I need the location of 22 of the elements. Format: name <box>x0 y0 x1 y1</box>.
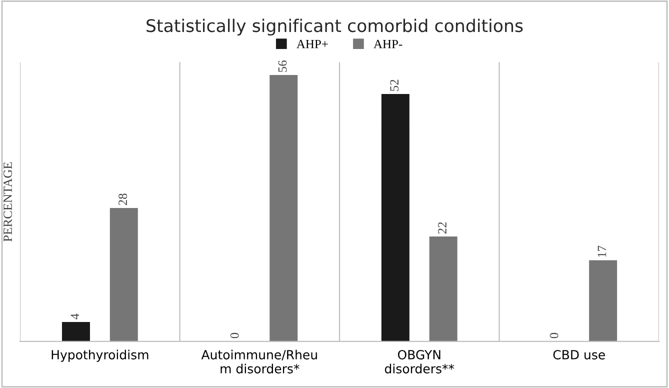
data-label: 28 <box>118 194 128 206</box>
x-tick-label: Autoimmune/Rheu m disorders* <box>201 350 317 374</box>
bar <box>589 260 618 342</box>
x-tick-label: Hypothyroidism <box>52 350 148 362</box>
legend-label: AHP+ <box>296 40 328 48</box>
data-label: 0 <box>550 332 558 338</box>
bar <box>381 94 410 342</box>
data-label: 4 <box>70 314 79 320</box>
data-label: 17 <box>598 246 606 257</box>
bar <box>62 322 90 342</box>
bar <box>270 74 298 342</box>
data-label: 56 <box>278 60 287 72</box>
x-tick-label: OBGYN disorders** <box>384 350 454 374</box>
data-label: 22 <box>438 222 446 234</box>
x-tick-label: CBD use <box>553 350 605 360</box>
data-label: 0 <box>230 332 239 338</box>
bar <box>429 236 458 342</box>
y-axis-title: PERCENTAGE <box>4 162 12 242</box>
chart-title: Statistically significant comorbid conditions <box>146 18 523 36</box>
bar <box>110 208 138 342</box>
data-label: 52 <box>390 80 399 91</box>
legend-label: AHP- <box>374 40 402 48</box>
